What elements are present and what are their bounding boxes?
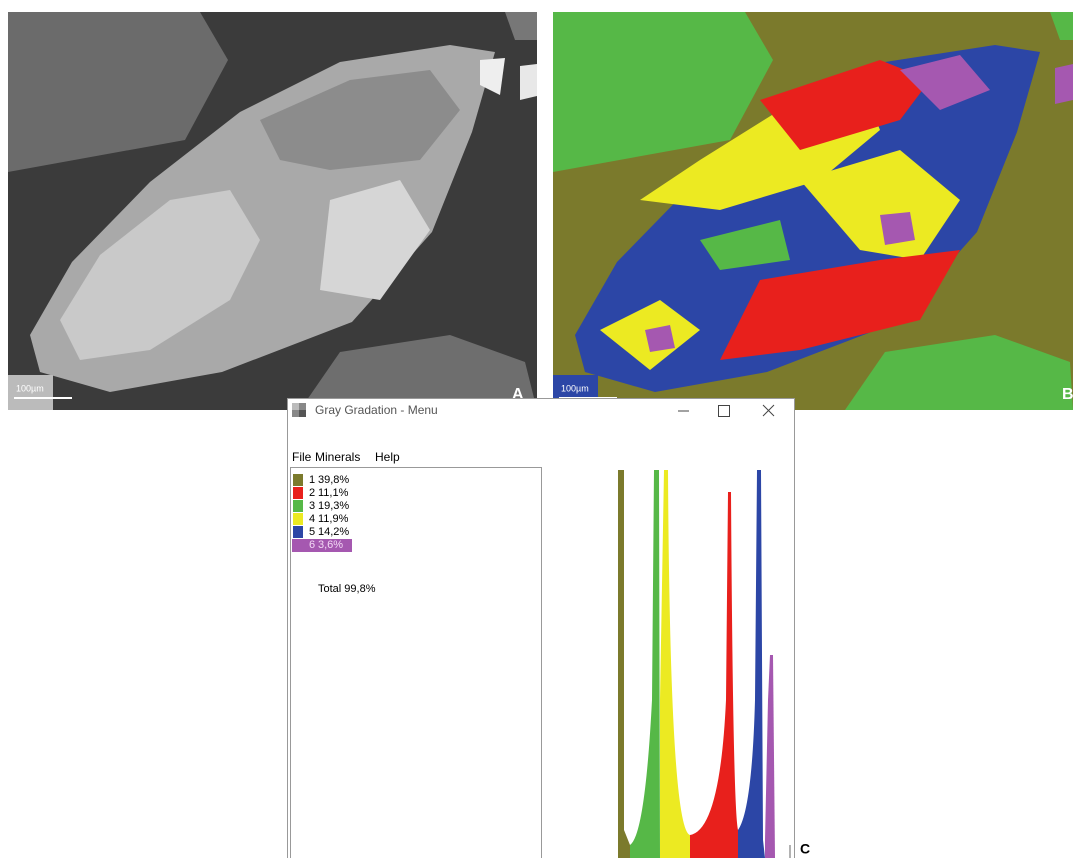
legend-percent: 11,9% [318, 513, 349, 525]
figure: 100µm A 100µm B Gray Gradation - Menu [0, 0, 1073, 858]
legend-id: 2 [309, 487, 315, 499]
legend-percent: 39,8% [318, 474, 349, 486]
scale-label: 100µm [16, 383, 44, 393]
legend-swatch [293, 539, 303, 551]
scale-label: 100µm [561, 383, 589, 393]
panel-label: B [1062, 386, 1073, 403]
panel-label: C [800, 841, 810, 857]
menu-item[interactable]: Help [375, 450, 400, 464]
legend-swatch [293, 487, 303, 499]
legend-percent: 19,3% [318, 500, 349, 512]
menu-item[interactable]: Minerals [315, 450, 360, 464]
window-title: Gray Gradation - Menu [315, 403, 438, 417]
legend-id: 1 [309, 474, 315, 486]
legend-id: 4 [309, 513, 315, 525]
menu-item[interactable]: File [292, 450, 312, 464]
legend-id: 6 [309, 539, 315, 551]
panel-b-image: 100µm B [553, 12, 1073, 410]
legend-swatch [293, 500, 303, 512]
total: Total 99,8% [318, 583, 376, 595]
legend-id: 5 [309, 526, 315, 538]
legend-percent: 3,6% [318, 539, 343, 551]
legend-swatch [293, 474, 303, 486]
legend-swatch [293, 526, 303, 538]
legend-swatch [293, 513, 303, 525]
panel-a-image: 100µm A [8, 12, 537, 410]
legend-percent: 14,2% [318, 526, 349, 538]
legend-percent: 11,1% [318, 487, 349, 499]
legend-id: 3 [309, 500, 315, 512]
